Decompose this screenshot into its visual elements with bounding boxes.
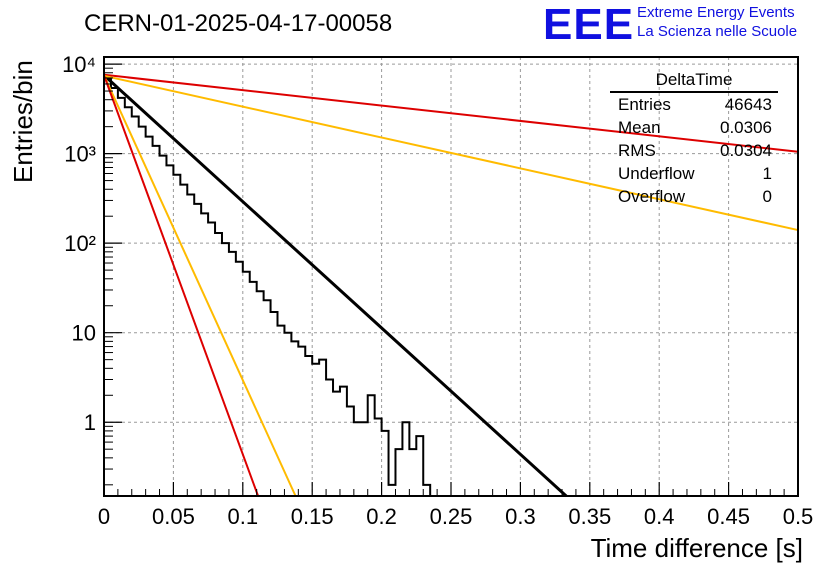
curve-fast-upper [103, 74, 297, 497]
stats-label: Entries [618, 95, 671, 114]
stats-value: 46643 [724, 95, 772, 114]
y-tick-label: 10⁴ [62, 52, 96, 77]
x-tick-label: 0.05 [152, 504, 195, 529]
y-tick-label: 10³ [64, 142, 96, 167]
x-tick-label: 0.15 [291, 504, 334, 529]
grid-lines [104, 57, 798, 496]
stats-row-underflow: Underflow 1 [610, 162, 778, 185]
x-tick-label: 0.3 [505, 504, 536, 529]
curve-fit [102, 74, 568, 498]
x-axis-label: Time difference [s] [590, 533, 803, 563]
stats-label: Underflow [618, 164, 695, 183]
stats-label: Overflow [618, 187, 686, 206]
stats-title: DeltaTime [610, 70, 778, 93]
y-tick-label: 1 [84, 410, 96, 435]
y-tick-label: 10 [72, 321, 96, 346]
y-tick-label: 10² [64, 231, 96, 256]
x-tick-label: 0.45 [707, 504, 750, 529]
stats-row-mean: Mean 0.0306 [610, 116, 778, 139]
curve-slow-lower [103, 74, 799, 232]
fit-curves-layer [102, 73, 799, 498]
logo-line-1: Extreme Energy Events [637, 4, 795, 21]
x-tick-label: 0.2 [366, 504, 397, 529]
curve-fast-lower [103, 74, 260, 497]
x-tick-label: 0 [98, 504, 110, 529]
stats-row-overflow: Overflow 0 [610, 185, 778, 208]
stats-row-entries: Entries 46643 [610, 93, 778, 116]
stats-label: Mean [618, 118, 661, 137]
stats-value: 1 [762, 164, 772, 183]
x-tick-label: 0.25 [430, 504, 473, 529]
stats-value: 0.0304 [720, 141, 772, 160]
run-title: CERN-01-2025-04-17-00058 [84, 10, 393, 37]
tick-labels: 0 0.05 0.1 0.15 0.2 0.25 0.3 0.35 0.4 0.45 0.51101… [62, 52, 813, 529]
stats-box: DeltaTime Entries 46643 Mean 0.0306 RMS 0.0… [610, 70, 778, 208]
logo-line-2: La Scienza nelle Scuole [637, 23, 798, 40]
x-tick-label: 0.4 [644, 504, 675, 529]
stats-row-rms: RMS 0.0304 [610, 139, 778, 162]
curve-slow-upper [103, 73, 799, 153]
eee-logo: EEE [543, 0, 635, 49]
stats-value: 0 [762, 187, 772, 206]
x-tick-label: 0.1 [228, 504, 259, 529]
stats-label: RMS [618, 141, 656, 160]
axis-ticks [103, 63, 799, 496]
x-tick-label: 0.35 [568, 504, 611, 529]
stats-value: 0.0306 [720, 118, 772, 137]
x-tick-label: 0.5 [783, 504, 814, 529]
y-axis-label: Entries/bin [8, 60, 38, 183]
